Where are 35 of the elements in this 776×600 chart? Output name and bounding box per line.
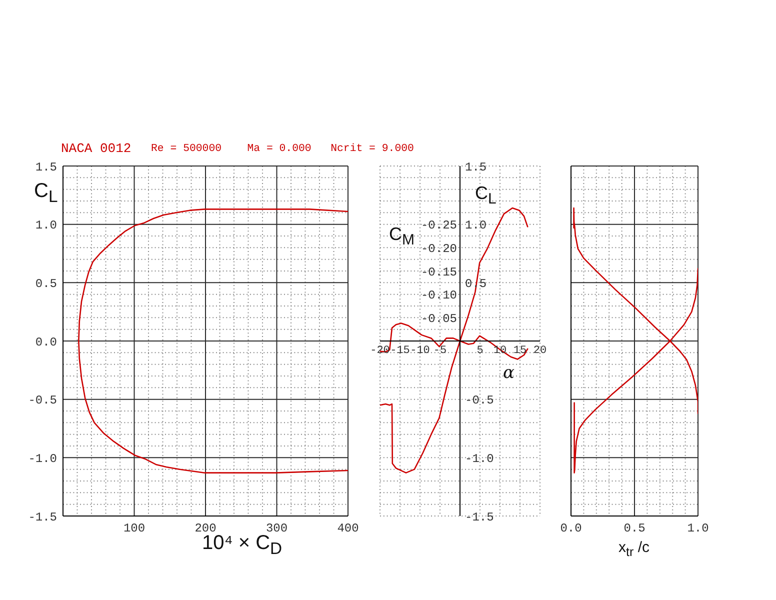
x-tick-label: 20 xyxy=(533,344,547,357)
chart-title: NACA 0012 xyxy=(61,141,132,156)
x-axis-title: α xyxy=(503,363,514,383)
y-tick-label: -1.5 xyxy=(465,510,494,524)
y-tick-label: -1.0 xyxy=(28,452,57,466)
y-tick-label: -0.5 xyxy=(28,394,57,408)
x-tick-label: 100 xyxy=(123,522,146,536)
x-tick-label: 5 xyxy=(476,344,484,357)
y-tick-label: 1.5 xyxy=(35,160,57,174)
y-tick-label: 1.0 xyxy=(465,218,487,233)
y-tick-label: -1.5 xyxy=(28,510,57,524)
y2-tick-label: -0.10 xyxy=(420,288,457,303)
x-axis-title: x$_{tr}$ /c xyxy=(618,539,650,561)
y2-axis-title: C$_{M}$ xyxy=(389,224,414,251)
chart-subtitle: Re = 500000 Ma = 0.000 Ncrit = 9.000 xyxy=(151,143,414,155)
y-tick-label: 1.0 xyxy=(35,218,57,233)
y2-tick-label: -0.20 xyxy=(420,242,457,256)
y-axis-title: C$_{L}$ xyxy=(34,180,58,208)
y-tick-label: 0.5 xyxy=(35,276,57,291)
y2-tick-label: -0.15 xyxy=(420,265,457,280)
y2-tick-label: -0.25 xyxy=(420,218,457,233)
x-tick-label: -15 xyxy=(390,344,410,357)
x-tick-label: 0.0 xyxy=(560,522,582,536)
y-tick-label: 1.5 xyxy=(465,160,487,174)
y-axis-title: C$_{L}$ xyxy=(475,183,496,210)
x-tick-label: 15 xyxy=(513,344,527,357)
y2-tick-label: -0.05 xyxy=(420,312,457,326)
line-series xyxy=(78,208,348,474)
x-tick-label: -5 xyxy=(433,344,447,357)
y-tick-label: -0.5 xyxy=(465,394,494,408)
x-tick-label: 1.0 xyxy=(687,522,709,536)
x-tick-label: -10 xyxy=(410,344,430,357)
x-tick-label: 400 xyxy=(337,522,359,536)
x-tick-label: 0.5 xyxy=(624,522,646,536)
y-tick-label: -1.0 xyxy=(465,452,494,466)
